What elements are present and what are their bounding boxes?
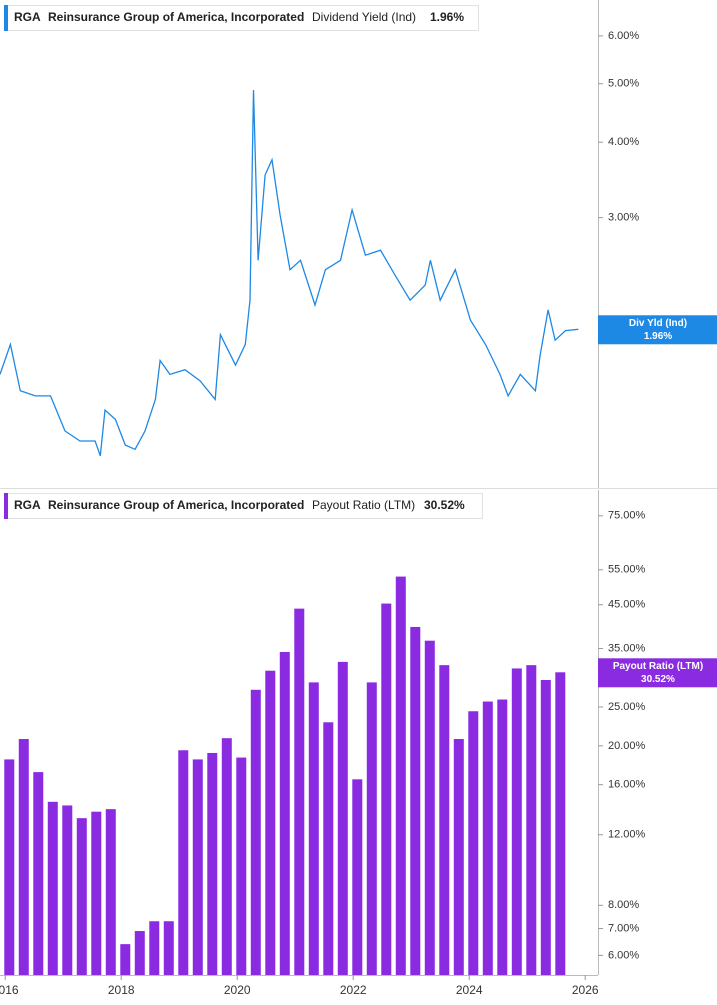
y-tick-label: 12.00% (608, 829, 646, 841)
y-tick-label: 45.00% (608, 599, 646, 611)
y-tick-label: 3.00% (608, 212, 639, 224)
y-tick-label: 6.00% (608, 30, 639, 42)
bar (91, 811, 102, 975)
bar (134, 931, 145, 975)
ticker: RGA (14, 10, 41, 24)
y-tick-label: 8.00% (608, 899, 639, 911)
bar (308, 682, 319, 975)
bar (352, 779, 363, 975)
bar (76, 818, 87, 975)
bar (540, 679, 551, 975)
bar (33, 772, 44, 975)
metric-name: Payout Ratio (LTM) (312, 498, 415, 512)
bar (424, 640, 435, 975)
badge-label: Payout Ratio (LTM) (613, 661, 703, 672)
y-tick-label: 4.00% (608, 136, 639, 148)
bar (279, 651, 290, 975)
bar (120, 944, 131, 975)
bar (410, 626, 421, 975)
bar (163, 921, 174, 975)
value-badge (598, 315, 717, 345)
header-box (4, 5, 479, 31)
header-box (4, 493, 483, 519)
value-badge (598, 658, 717, 688)
bar (4, 759, 15, 975)
bar (207, 752, 218, 975)
badge-value: 30.52% (641, 674, 675, 685)
bar (221, 738, 232, 975)
bar (47, 801, 58, 975)
last-value: 1.96% (430, 10, 464, 24)
x-tick-label: 2018 (108, 983, 135, 997)
header-swatch (4, 5, 8, 31)
bar (453, 739, 464, 975)
bar (149, 921, 160, 975)
bar (482, 701, 493, 975)
bar (555, 672, 566, 975)
x-tick-label: 2016 (0, 983, 19, 997)
bar (395, 576, 406, 975)
bar (250, 689, 261, 975)
y-tick-label: 5.00% (608, 78, 639, 90)
badge-label: Div Yld (Ind) (629, 318, 687, 329)
bar (265, 670, 276, 975)
bar (178, 750, 189, 975)
bar (497, 699, 508, 975)
y-tick-label: 55.00% (608, 564, 646, 576)
y-tick-label: 7.00% (608, 922, 639, 934)
y-tick-label: 75.00% (608, 510, 646, 522)
x-tick-label: 2024 (456, 983, 483, 997)
bar (366, 682, 377, 975)
ticker: RGA (14, 498, 41, 512)
y-tick-label: 6.00% (608, 949, 639, 961)
badge-value: 1.96% (644, 331, 672, 342)
bar (105, 809, 116, 975)
x-tick-label: 2022 (340, 983, 367, 997)
dividend-yield-line (0, 90, 579, 457)
bar (192, 759, 203, 975)
last-value: 30.52% (424, 498, 465, 512)
bar (526, 665, 537, 975)
header-swatch (4, 493, 8, 519)
y-tick-label: 20.00% (608, 740, 646, 752)
company-name: Reinsurance Group of America, Incorporat… (48, 10, 304, 24)
bar (439, 665, 450, 975)
metric-name: Dividend Yield (Ind) (312, 10, 416, 24)
bar (323, 722, 334, 975)
bar (18, 739, 29, 975)
bar (381, 603, 392, 975)
y-tick-label: 35.00% (608, 642, 646, 654)
company-name: Reinsurance Group of America, Incorporat… (48, 498, 304, 512)
y-tick-label: 25.00% (608, 701, 646, 713)
bar (294, 608, 305, 975)
bar (236, 757, 247, 975)
x-tick-label: 2026 (572, 983, 599, 997)
bar (468, 711, 479, 975)
bar (337, 661, 348, 975)
bar (62, 805, 73, 975)
x-tick-label: 2020 (224, 983, 251, 997)
bar (511, 668, 522, 975)
y-tick-label: 16.00% (608, 779, 646, 791)
